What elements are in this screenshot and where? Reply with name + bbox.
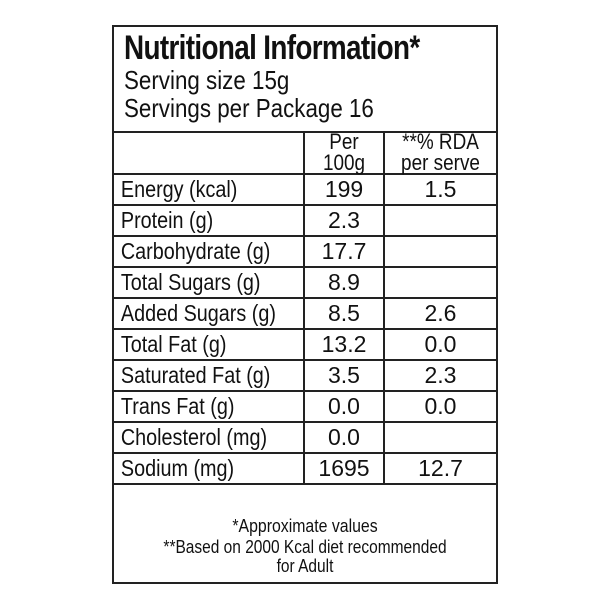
rda-value: 0.0 [424, 331, 457, 357]
per-100g-value: 3.5 [328, 362, 360, 388]
footnote-rda-basis: **Based on 2000 Kcal diet recommended fo… [141, 538, 470, 576]
footnote-rda-line2: for Adult [276, 556, 334, 576]
footnotes: *Approximate values **Based on 2000 Kcal… [114, 514, 496, 584]
label-header: Nutritional Information* Serving size 15… [114, 27, 496, 133]
table-row: Saturated Fat (g) 3.5 2.3 [114, 359, 496, 392]
per-100g-value: 8.5 [328, 300, 360, 326]
per-100g-value: 0.0 [328, 393, 360, 419]
per-100g-value: 0.0 [328, 424, 360, 450]
rda-value: 12.7 [418, 455, 463, 481]
per-100g-value: 13.2 [321, 331, 367, 357]
table-row: Protein (g) 2.3 [114, 204, 496, 237]
nutrient-label: Protein (g) [120, 207, 214, 233]
nutrient-label: Trans Fat (g) [120, 393, 235, 419]
footnote-approximate: *Approximate values [232, 516, 378, 536]
table-header-row: Per 100g **% RDA per serve [114, 129, 496, 175]
per-100g-value: 199 [324, 176, 364, 202]
nutrient-label: Sodium (mg) [120, 455, 235, 481]
nutrient-label: Total Sugars (g) [120, 269, 261, 295]
nutrient-label: Energy (kcal) [120, 176, 238, 202]
per-100g-value: 2.3 [328, 207, 360, 233]
rda-value: 0.0 [424, 393, 457, 419]
servings-per-package: Servings per Package 16 [124, 93, 374, 123]
per-100g-header: Per 100g [303, 129, 385, 175]
nutrition-label: Nutritional Information* Serving size 15… [112, 25, 498, 584]
table-row: Energy (kcal) 199 1.5 [114, 173, 496, 206]
per-100g-header-line2: 100g [322, 150, 366, 175]
per-100g-value: 8.9 [328, 269, 360, 295]
table-row: Total Fat (g) 13.2 0.0 [114, 328, 496, 361]
nutrition-table: Per 100g **% RDA per serve Energy (kcal) 1… [114, 131, 496, 485]
nutrient-label: Added Sugars (g) [120, 300, 276, 326]
rda-value: 1.5 [424, 176, 457, 202]
nutrient-label: Total Fat (g) [120, 331, 227, 357]
table-row: Added Sugars (g) 8.5 2.6 [114, 297, 496, 330]
table-row: Sodium (mg) 1695 12.7 [114, 452, 496, 485]
table-row: Carbohydrate (g) 17.7 [114, 235, 496, 268]
rda-header: **% RDA per serve [383, 129, 496, 175]
serving-size: Serving size 15g [124, 65, 290, 95]
footnote-rda-line1: **Based on 2000 Kcal diet recommended [163, 537, 447, 557]
table-row: Cholesterol (mg) 0.0 [114, 421, 496, 454]
nutrient-label: Cholesterol (mg) [120, 424, 268, 450]
rda-header-line2: per serve [401, 150, 480, 175]
rda-value: 2.6 [424, 300, 457, 326]
rda-value: 2.3 [424, 362, 457, 388]
per-100g-value: 1695 [318, 455, 370, 481]
table-row: Total Sugars (g) 8.9 [114, 266, 496, 299]
per-100g-header-line1: Per [329, 129, 359, 154]
nutrient-label: Carbohydrate (g) [120, 238, 271, 264]
per-100g-value: 17.7 [321, 238, 367, 264]
blank-header-cell [114, 131, 305, 175]
label-title: Nutritional Information* [124, 29, 420, 67]
table-row: Trans Fat (g) 0.0 0.0 [114, 390, 496, 423]
rda-header-line1: **% RDA [402, 129, 479, 154]
nutrient-label: Saturated Fat (g) [120, 362, 271, 388]
